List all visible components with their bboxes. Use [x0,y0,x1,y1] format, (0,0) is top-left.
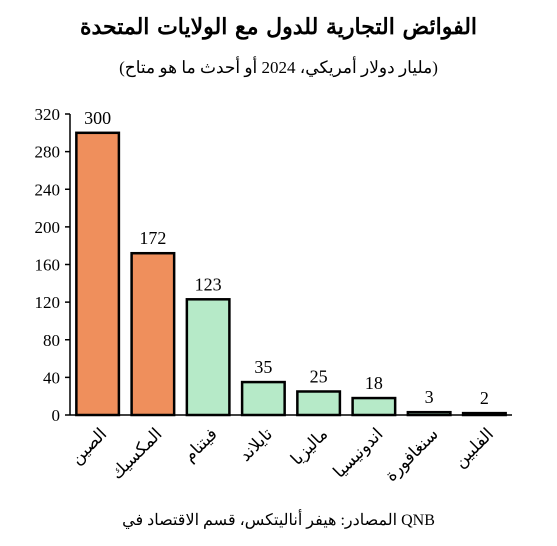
y-tick-label: 0 [52,406,61,425]
data-label: 35 [254,357,272,377]
data-label: 172 [139,228,166,248]
data-label: 18 [365,373,383,393]
bars [75,131,507,417]
category-label: تايلاند [236,424,277,465]
category-label: فيتنام [180,424,222,466]
bar [185,298,231,417]
y-tick-label: 200 [35,218,61,237]
category-label: الصين [67,424,111,468]
bar [240,380,286,417]
data-label: 25 [310,366,328,386]
category-label: ماليزيا [287,424,332,469]
y-tick-label: 120 [35,293,61,312]
y-tick-label: 240 [35,180,61,199]
bar [351,396,397,417]
chart-title: الفوائض التجارية للدول مع الولايات المتح… [79,14,478,40]
y-tick-label: 160 [35,256,61,275]
category-label: الفلبين [450,424,498,472]
category-label: سنغافورة [381,424,442,485]
bar [130,251,176,417]
data-label: 300 [84,108,111,128]
data-label: 123 [195,274,222,294]
data-label: 2 [480,388,489,408]
y-tick-label: 80 [43,331,60,350]
data-labels: 300 172 123 35 25 18 3 2 [84,108,489,408]
source-note: المصادر: هيفر أناليتكس، قسم الاقتصاد في … [122,512,435,529]
y-tick-label: 320 [35,105,61,124]
data-label: 3 [425,387,434,407]
y-tick-label: 40 [43,368,60,387]
bar [406,410,452,417]
bar [296,390,342,417]
bar [75,131,121,417]
bar [461,411,507,417]
y-tick-label: 280 [35,143,61,162]
chart-subtitle: (مليار دولار أمريكي، 2024 أو أحدث ما هو … [119,58,438,77]
category-label: اندونيسيا [329,424,387,482]
category-label: المكسيك [107,424,166,483]
